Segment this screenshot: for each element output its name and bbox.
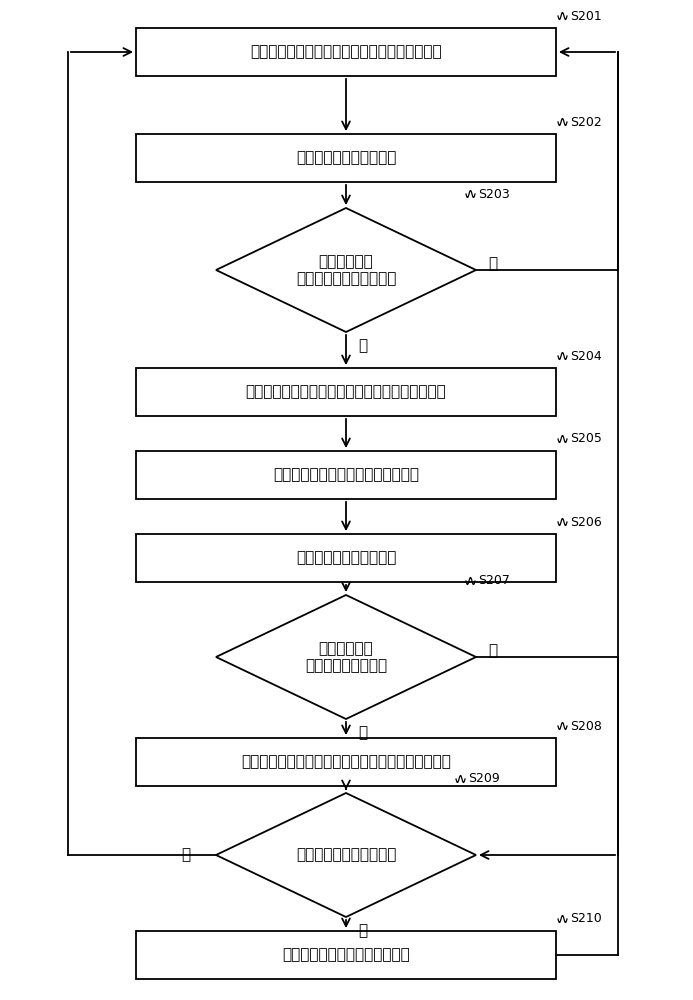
Text: S208: S208 [570, 720, 602, 732]
Text: 所述移动终端
是否发起小区重选的请求: 所述移动终端 是否发起小区重选的请求 [296, 254, 396, 286]
Polygon shape [216, 793, 476, 917]
Bar [136, 451, 556, 499]
Text: S207: S207 [478, 574, 510, 587]
Text: 所述移动终端
是否处于波动环境中: 所述移动终端 是否处于波动环境中 [305, 641, 387, 673]
Bar [136, 134, 556, 182]
Text: 对所述移动终端所在区域的信号覆盖情况进行评估: 对所述移动终端所在区域的信号覆盖情况进行评估 [245, 384, 446, 399]
Bar [136, 368, 556, 416]
Text: 是否仍需要执行小区重选: 是否仍需要执行小区重选 [296, 848, 396, 862]
Text: S203: S203 [478, 188, 510, 200]
Text: 对启动小区重选进行评估: 对启动小区重选进行评估 [296, 150, 396, 165]
Text: 是: 是 [358, 726, 367, 740]
Bar [136, 28, 556, 76]
Bar [136, 931, 556, 979]
Bar [136, 738, 556, 786]
Text: 否: 否 [488, 644, 497, 658]
Text: 否: 否 [182, 848, 191, 862]
Text: 否: 否 [488, 256, 497, 271]
Text: S204: S204 [570, 350, 602, 362]
Text: 允许所述移动终端启动重选操作: 允许所述移动终端启动重选操作 [282, 948, 410, 962]
Text: 查询小区重选轨迹数据库: 查询小区重选轨迹数据库 [296, 550, 396, 566]
Text: S210: S210 [570, 912, 602, 926]
Bar [136, 534, 556, 582]
Text: S202: S202 [570, 115, 602, 128]
Text: 是: 是 [358, 338, 367, 354]
Text: 对移动终端所在的服务小区和相邻小区进行测量: 对移动终端所在的服务小区和相邻小区进行测量 [250, 44, 442, 60]
Polygon shape [216, 595, 476, 719]
Text: S206: S206 [570, 516, 602, 528]
Polygon shape [216, 208, 476, 332]
Text: S205: S205 [570, 432, 602, 446]
Text: S201: S201 [570, 9, 602, 22]
Text: 增加所述移动终端所请求接入的相邻小区的重选偏置: 增加所述移动终端所请求接入的相邻小区的重选偏置 [241, 754, 451, 770]
Text: S209: S209 [468, 772, 500, 786]
Text: 对所述移动终端的运动状态进行评估: 对所述移动终端的运动状态进行评估 [273, 468, 419, 483]
Text: 是: 是 [358, 924, 367, 938]
